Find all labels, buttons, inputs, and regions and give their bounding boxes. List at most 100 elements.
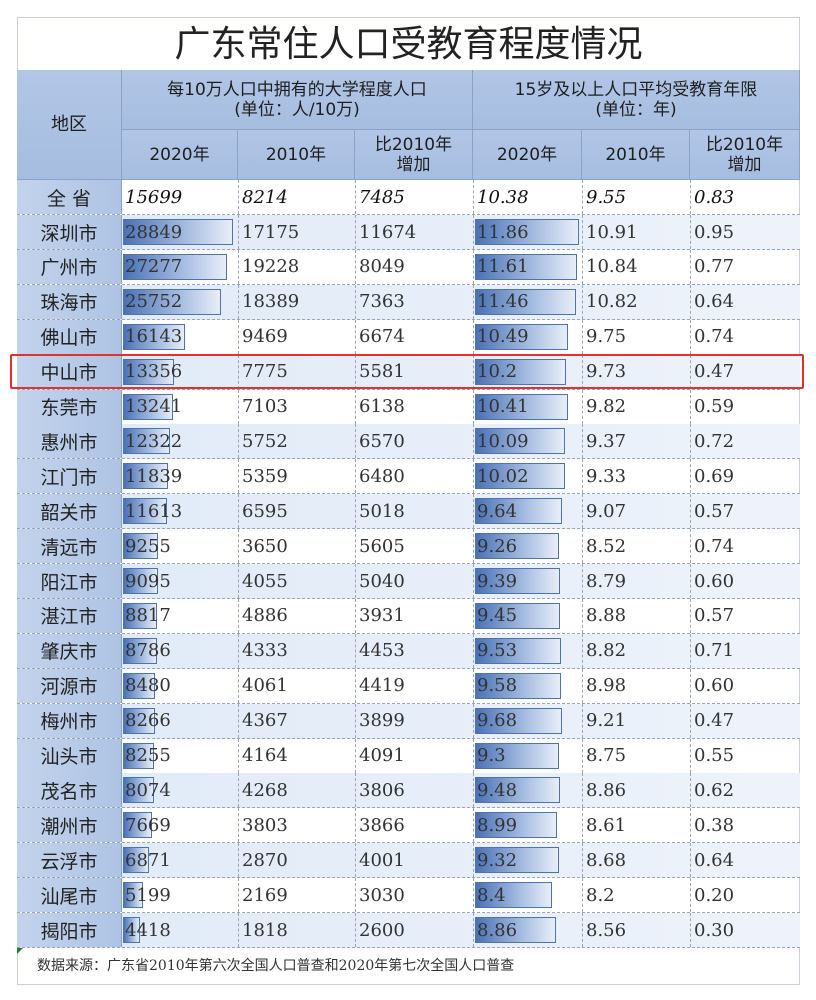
value-cell: 8049 xyxy=(355,249,473,284)
total-row: 全 省 15699 8214 7485 10.38 9.55 0.83 xyxy=(17,180,800,215)
value-cell: 4055 xyxy=(238,564,355,598)
value-text: 9469 xyxy=(242,326,288,348)
value-cell: 12322 xyxy=(122,424,238,458)
subheader-increase: 比2010年增加 xyxy=(355,130,473,180)
value-cell: 15699 xyxy=(122,180,238,214)
value-cell: 0.74 xyxy=(690,319,800,354)
value-bar xyxy=(475,637,561,664)
value-text: 8.75 xyxy=(586,745,627,766)
value-text: 0.59 xyxy=(694,396,735,417)
value-cell: 0.57 xyxy=(690,598,800,633)
table-row: 河源市 8480 4061 4419 9.58 8.98 0.60 xyxy=(17,668,800,704)
value-cell: 4367 xyxy=(238,703,355,738)
value-cell: 8266 xyxy=(122,704,238,738)
value-cell: 11839 xyxy=(122,459,238,493)
value-cell: 7103 xyxy=(238,389,355,424)
region-cell: 梅州市 xyxy=(17,703,122,738)
region-cell: 揭阳市 xyxy=(17,913,122,947)
value-cell: 0.69 xyxy=(690,459,800,494)
value-text: 0.60 xyxy=(694,570,735,592)
value-text: 9.45 xyxy=(477,605,518,627)
value-bar xyxy=(123,637,157,664)
subheader-2010-years: 2010年 xyxy=(582,130,690,180)
value-text: 5752 xyxy=(242,430,288,452)
value-text: 8.86 xyxy=(477,919,518,941)
value-bar xyxy=(123,393,174,420)
table-row: 惠州市 12322 5752 6570 10.09 9.37 0.72 xyxy=(17,424,800,460)
value-text: 10.2 xyxy=(477,361,518,383)
value-text: 3899 xyxy=(359,710,405,732)
value-cell: 8.56 xyxy=(582,913,690,947)
value-cell: 0.60 xyxy=(690,668,800,703)
table-row: 珠海市 25752 18389 7363 11.46 10.82 0.64 xyxy=(17,284,800,320)
value-bar xyxy=(123,602,157,629)
value-text: 8255 xyxy=(125,745,171,766)
value-text: 5199 xyxy=(125,884,171,906)
value-cell: 8.52 xyxy=(582,529,690,564)
value-cell: 7669 xyxy=(122,808,238,842)
value-text: 6871 xyxy=(125,849,171,871)
value-text: 7485 xyxy=(359,186,405,208)
value-text: 13356 xyxy=(125,361,183,383)
value-text: 4333 xyxy=(242,640,288,662)
subheader-increase-years: 比2010年增加 xyxy=(690,130,800,180)
value-bar xyxy=(123,219,233,245)
value-text: 6595 xyxy=(242,500,288,522)
region-cell: 深圳市 xyxy=(17,215,122,249)
value-text: 5359 xyxy=(242,465,288,487)
value-cell: 8255 xyxy=(122,739,238,773)
value-text: 8214 xyxy=(242,186,288,208)
value-cell: 9.73 xyxy=(582,354,690,389)
value-cell: 25752 xyxy=(122,285,238,319)
value-cell: 3803 xyxy=(238,808,355,843)
value-text: 2600 xyxy=(359,919,405,941)
value-cell: 0.38 xyxy=(690,808,800,843)
value-cell: 4001 xyxy=(355,843,473,878)
value-text: 16143 xyxy=(125,326,183,348)
value-bar xyxy=(123,672,156,699)
value-text: 4886 xyxy=(242,605,288,627)
value-text: 3803 xyxy=(242,814,288,836)
value-text: 9.39 xyxy=(477,570,518,592)
value-cell: 9.33 xyxy=(582,459,690,494)
value-cell: 4333 xyxy=(238,633,355,668)
value-cell: 4091 xyxy=(355,738,473,773)
value-text: 8.99 xyxy=(477,814,518,836)
value-bar xyxy=(475,882,552,909)
value-cell: 0.59 xyxy=(690,389,800,424)
table-row: 佛山市 16143 9469 6674 10.49 9.75 0.74 xyxy=(17,319,800,355)
value-cell: 9.07 xyxy=(582,494,690,529)
value-text: 7103 xyxy=(242,396,288,417)
value-cell: 13356 xyxy=(122,355,238,389)
value-text: 5040 xyxy=(359,570,405,592)
value-cell: 5581 xyxy=(355,354,473,389)
value-cell: 5040 xyxy=(355,564,473,598)
value-text: 3806 xyxy=(359,779,405,801)
value-cell: 0.60 xyxy=(690,564,800,598)
value-cell: 19228 xyxy=(238,249,355,284)
value-cell: 9.32 xyxy=(473,843,582,878)
region-cell: 云浮市 xyxy=(17,843,122,878)
value-cell: 9.3 xyxy=(473,738,582,773)
value-cell: 8.88 xyxy=(582,598,690,633)
value-cell: 0.64 xyxy=(690,843,800,878)
value-cell: 27277 xyxy=(122,250,238,284)
value-cell: 13241 xyxy=(122,390,238,424)
table-row: 东莞市 13241 7103 6138 10.41 9.82 0.59 xyxy=(17,389,800,425)
table-row: 汕尾市 5199 2169 3030 8.4 8.2 0.20 xyxy=(17,878,800,914)
value-text: 4164 xyxy=(242,745,288,766)
table-row: 肇庆市 8786 4333 4453 9.53 8.82 0.71 xyxy=(17,633,800,669)
value-cell: 2600 xyxy=(355,913,473,947)
value-cell: 8480 xyxy=(122,669,238,703)
value-cell: 0.47 xyxy=(690,354,800,389)
value-cell: 11.46 xyxy=(473,284,582,319)
value-bar xyxy=(123,847,150,874)
table-row: 深圳市 28849 17175 11674 11.86 10.91 0.95 xyxy=(17,215,800,250)
value-text: 7669 xyxy=(125,814,171,836)
value-text: 4367 xyxy=(242,710,288,732)
value-text: 8817 xyxy=(125,605,171,627)
value-cell: 0.62 xyxy=(690,773,800,808)
value-text: 9.3 xyxy=(477,745,506,766)
value-cell: 3931 xyxy=(355,598,473,633)
header-group-years: 15岁及以上人口平均受教育年限 (单位：年) xyxy=(473,70,800,130)
